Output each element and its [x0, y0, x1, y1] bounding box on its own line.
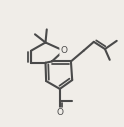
- Text: O: O: [60, 46, 67, 55]
- Text: O: O: [56, 108, 63, 117]
